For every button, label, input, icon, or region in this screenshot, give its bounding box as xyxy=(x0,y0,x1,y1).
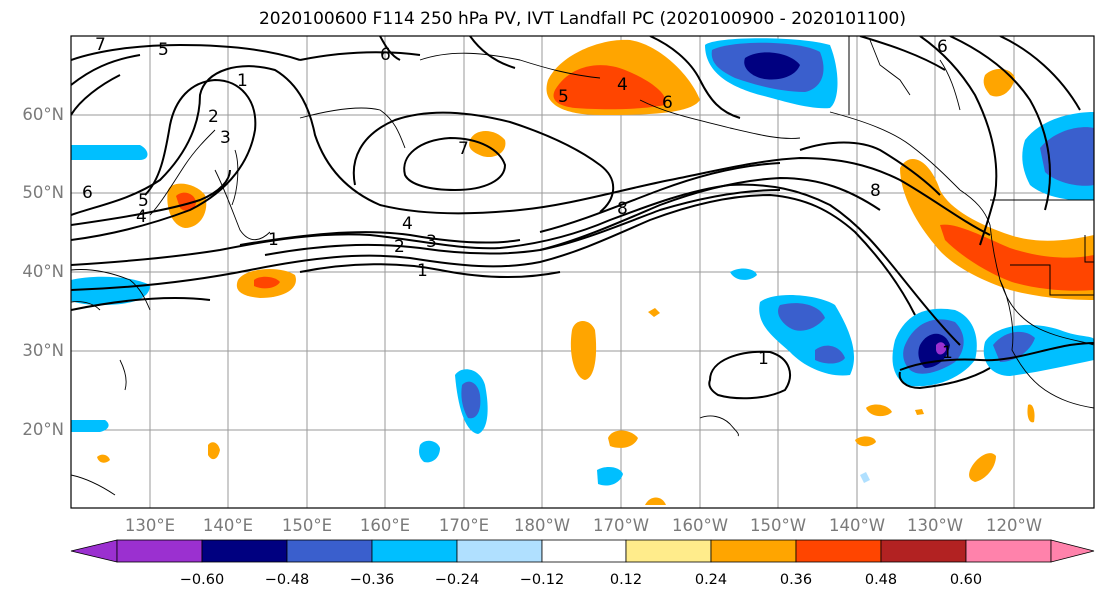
contour-label: 8 xyxy=(617,199,628,219)
negative-ivt-anomalies xyxy=(71,38,1094,486)
colorbar-tick-label: −0.12 xyxy=(519,572,565,588)
colorbar-bin xyxy=(201,539,288,563)
colorbar-bin xyxy=(795,539,882,563)
lat-label: 20°N xyxy=(22,420,64,439)
contour-label: 8 xyxy=(870,181,881,201)
colorbar-bin xyxy=(965,539,1052,563)
colorbar-tick-label: −0.24 xyxy=(434,572,480,588)
colorbar-bin xyxy=(880,539,967,563)
contour-label: 1 xyxy=(942,343,953,363)
lat-label: 40°N xyxy=(22,262,64,281)
lon-label: 140°W xyxy=(828,516,886,535)
contour-label: 5 xyxy=(158,40,169,60)
contour-label: 1 xyxy=(417,261,428,281)
contour-label: 6 xyxy=(82,183,93,203)
lon-label: 150°E xyxy=(281,516,333,535)
contour-label: 1 xyxy=(268,230,279,250)
contour-label: 4 xyxy=(617,75,628,95)
colorbar-extend-high xyxy=(1050,539,1095,563)
lon-label: 180°W xyxy=(513,516,571,535)
lat-label: 60°N xyxy=(22,105,64,124)
colorbar-bin xyxy=(371,539,458,563)
colorbar-bin xyxy=(625,539,712,563)
lon-label: 150°W xyxy=(749,516,807,535)
colorbar-tick-label: −0.36 xyxy=(349,572,395,588)
contour-label: 5 xyxy=(558,87,569,107)
colorbar-tick-label: 0.24 xyxy=(694,572,728,588)
lon-label: 130°W xyxy=(906,516,964,535)
colorbar-bin xyxy=(286,539,373,563)
contour-label: 7 xyxy=(95,35,106,55)
lat-label: 30°N xyxy=(22,341,64,360)
contour-label: 3 xyxy=(426,232,437,252)
contour-label: 2 xyxy=(394,237,405,257)
pv-contours xyxy=(71,36,1094,400)
colorbar-bin xyxy=(541,539,627,563)
lon-label: 130°E xyxy=(124,516,176,535)
lon-label: 170°W xyxy=(592,516,650,535)
colorbar-tick-label: −0.60 xyxy=(179,572,225,588)
lon-label: 160°W xyxy=(671,516,729,535)
contour-label: 6 xyxy=(662,93,673,113)
contour-labels: 1 2 3 4 5 6 7 8 1 1 1 6 5 4 2 3 1 4 5 6 … xyxy=(82,35,953,369)
colorbar-tick-label: 0.60 xyxy=(949,572,983,588)
colorbar xyxy=(70,539,1095,563)
map-border xyxy=(70,35,1095,509)
contour-label: 1 xyxy=(758,349,769,369)
coastlines xyxy=(71,39,1094,496)
colorbar-extend-low xyxy=(70,539,118,563)
colorbar-bin xyxy=(456,539,543,563)
colorbar-tick-label: 0.12 xyxy=(609,572,643,588)
colorbar-tick-label: −0.48 xyxy=(264,572,310,588)
contour-label: 1 xyxy=(237,71,248,91)
contour-label: 7 xyxy=(458,139,469,159)
lon-label: 160°E xyxy=(359,516,411,535)
colorbar-bin xyxy=(116,539,203,563)
colorbar-bin xyxy=(710,539,797,563)
lon-label: 120°W xyxy=(985,516,1043,535)
contour-label: 4 xyxy=(402,214,413,234)
contour-label: 2 xyxy=(208,107,219,127)
contour-label: 4 xyxy=(136,207,147,227)
lon-label: 140°E xyxy=(202,516,254,535)
political-borders xyxy=(848,36,1094,296)
contour-label: 5 xyxy=(138,191,149,211)
colorbar-tick-label: 0.36 xyxy=(779,572,813,588)
contour-label: 6 xyxy=(937,37,948,57)
contour-label: 3 xyxy=(220,128,231,148)
map-title: 2020100600 F114 250 hPa PV, IVT Landfall… xyxy=(258,9,906,29)
contour-label: 6 xyxy=(380,45,391,65)
lon-label: 170°E xyxy=(438,516,490,535)
lat-label: 50°N xyxy=(22,183,64,202)
colorbar-tick-label: 0.48 xyxy=(864,572,898,588)
